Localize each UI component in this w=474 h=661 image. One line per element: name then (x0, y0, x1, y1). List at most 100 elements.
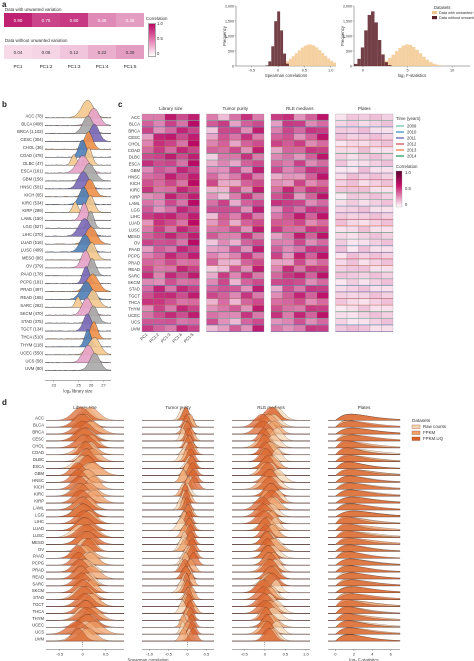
grid-cell (187, 219, 200, 227)
grid-cell (141, 193, 154, 200)
grid-cell (346, 212, 359, 220)
grid-cell (369, 325, 382, 332)
grid-cell (316, 199, 329, 207)
grid-cell (153, 133, 166, 141)
grid-cell (240, 206, 253, 214)
grid-cell (176, 239, 189, 247)
grid-cell (293, 245, 306, 253)
grid-cell (282, 127, 295, 134)
histogram-bar (364, 30, 368, 67)
grid-cell (164, 120, 177, 128)
grid-cell (206, 140, 219, 148)
grid-cell (270, 186, 283, 194)
grid-cell (240, 186, 253, 194)
grid-cell (252, 166, 265, 174)
grid-cell (381, 133, 394, 141)
grid-cell (206, 186, 219, 194)
grid-cell (252, 232, 265, 240)
grid-cell (316, 153, 329, 161)
grid-cell (335, 153, 348, 161)
cancer-label: ESCA (161) (21, 169, 44, 174)
grid-cell (293, 252, 306, 260)
grid-cell (335, 166, 348, 174)
ridge-density (142, 448, 214, 462)
grid-cell (335, 133, 348, 141)
grid-cell (282, 245, 295, 253)
grid-cell (176, 140, 189, 148)
ridge-density (44, 100, 112, 119)
grid-cell (381, 206, 394, 214)
grid-cell (187, 272, 200, 280)
grid-cell (176, 113, 189, 121)
grid-cell (305, 252, 318, 260)
ridge-density (328, 454, 401, 462)
grid-cell (229, 113, 242, 121)
grid-cell (153, 140, 166, 148)
correlation-grid-heatmap: Library size Tumor purity RLE medians Plate… (128, 106, 421, 344)
grid-cell (153, 298, 166, 306)
cancer-label: ACC (35, 416, 44, 421)
grid-cell (335, 325, 348, 332)
grid-cell (206, 298, 219, 306)
histogram-bar (271, 46, 275, 66)
grid-cell (240, 259, 253, 266)
grid-cell (282, 318, 295, 326)
ridge-density (328, 427, 401, 435)
y-tick-label: 1,000 (343, 34, 352, 38)
time-legend-label: 2011 (407, 135, 417, 140)
histogram-bar (371, 11, 375, 67)
grid-cell (240, 193, 253, 200)
cancer-label: LIHC (370) (23, 232, 44, 237)
grid-cell (153, 146, 166, 154)
grid-cell (206, 259, 219, 266)
cancer-label: MESO (32, 540, 45, 545)
grid-cell (293, 113, 306, 121)
grid-cell (141, 292, 154, 299)
y-tick-label: 1,000 (225, 34, 234, 38)
colorbar-tick: 0.5 (157, 36, 163, 41)
ridge-density (142, 579, 214, 593)
grid-cell (293, 146, 306, 154)
grid-cell (358, 226, 371, 233)
grid-cell (164, 173, 177, 181)
grid-cell (252, 298, 265, 306)
cancer-label: HNSC (128, 175, 140, 180)
grid-cell (164, 252, 177, 260)
grid-cell (176, 259, 189, 266)
pc-label: PC1:4 (95, 64, 109, 69)
grid-cell (270, 265, 283, 273)
ridge-density (232, 407, 310, 421)
grid-cell (206, 212, 219, 220)
cancer-label: STAD (375) (21, 319, 43, 324)
grid-cell (316, 193, 329, 200)
x-tick-label: 25 (76, 383, 81, 388)
grid-cell (217, 206, 230, 214)
cancer-label: LUAD (129, 221, 140, 226)
cancer-label: KIRC (534) (22, 200, 44, 205)
ridge-density (328, 434, 401, 442)
grid-cell (358, 311, 371, 319)
grid-cell (229, 292, 242, 299)
cancer-label: CESC (128, 135, 140, 140)
grid-cell (240, 219, 253, 227)
grid-cell (240, 146, 253, 154)
grid-cell (229, 206, 242, 214)
grid-cell (187, 199, 200, 207)
ridge-density (45, 607, 125, 621)
grid-cell (369, 272, 382, 280)
ridge-density (46, 565, 124, 580)
ridge-density (232, 572, 310, 587)
grid-cell (335, 311, 348, 319)
heatmap-cell: 0.90 (4, 13, 32, 27)
cancer-label: THYM (32, 616, 44, 621)
grid-cell (229, 140, 242, 148)
grid-cell (164, 298, 177, 306)
grid-cell (346, 113, 359, 121)
grid-cell (252, 226, 265, 233)
cancer-label: KIRC (34, 492, 44, 497)
heatmap-cell: 0.45 (88, 13, 116, 27)
grid-cell (381, 311, 394, 319)
grid-cell (176, 298, 189, 306)
grid-cell (252, 272, 265, 280)
corr-tick-label: 0.5 (405, 186, 411, 191)
